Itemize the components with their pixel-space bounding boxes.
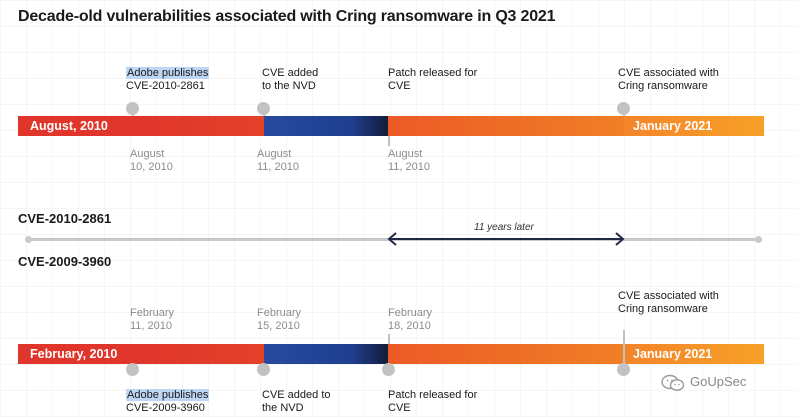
bar-segment-start [18,344,132,364]
event-label: Patch released for CVE [388,67,478,92]
cve-id-bottom: CVE-2009-3960 [18,254,112,269]
event-label: CVE associated with Cring ransomware [618,67,719,92]
event-stem [388,136,390,146]
event-marker [617,102,630,115]
bar-segment-blue [264,344,388,364]
gap-note: 11 years later [474,222,534,233]
event-marker [257,102,270,115]
event-date: February 15, 2010 [257,307,302,332]
event-marker [257,363,270,376]
event-marker [617,363,630,376]
event-stem [388,334,390,344]
event-date: August 11, 2010 [257,148,300,173]
event-date: August 11, 2010 [388,148,431,173]
event-marker [126,363,139,376]
timeline-start-label: August, 2010 [30,119,108,133]
event-marker [382,363,395,376]
bar-segment-amber [624,344,764,364]
eleven-years-arrow [387,232,625,246]
bar-segment-blue [264,116,388,136]
event-label: CVE associated with Cring ransomware [618,290,719,315]
event-date: August 10, 2010 [130,148,173,173]
event-label: Patch released for CVE [388,389,478,414]
bar-segment-orange [388,116,624,136]
bar-segment-amber [624,116,764,136]
gap-line-end-dot [755,236,762,243]
watermark-text: GoUpSec [690,374,747,389]
event-label: CVE added to the NVD [262,67,319,92]
bar-segment-red [132,116,264,136]
event-label: Adobe publishes CVE-2010-2861 [126,67,210,92]
bar-segment-orange [388,344,624,364]
event-date: February 11, 2010 [130,307,175,332]
event-stem [623,330,625,366]
timeline-end-label: January 2021 [633,347,713,361]
page-title: Decade-old vulnerabilities associated wi… [18,8,556,25]
timeline-end-label: January 2021 [633,119,713,133]
bar-segment-start [18,116,132,136]
event-label: CVE added to the NVD [262,389,331,414]
wechat-icon [661,374,685,391]
event-date: February 18, 2010 [388,307,433,332]
timeline-bar [18,344,764,364]
bar-segment-red [132,344,264,364]
cve-id-top: CVE-2010-2861 [18,211,112,226]
timeline-bar [18,116,764,136]
timeline-start-label: February, 2010 [30,347,118,361]
event-label: Adobe publishes CVE-2009-3960 [126,389,210,414]
event-marker [126,102,139,115]
